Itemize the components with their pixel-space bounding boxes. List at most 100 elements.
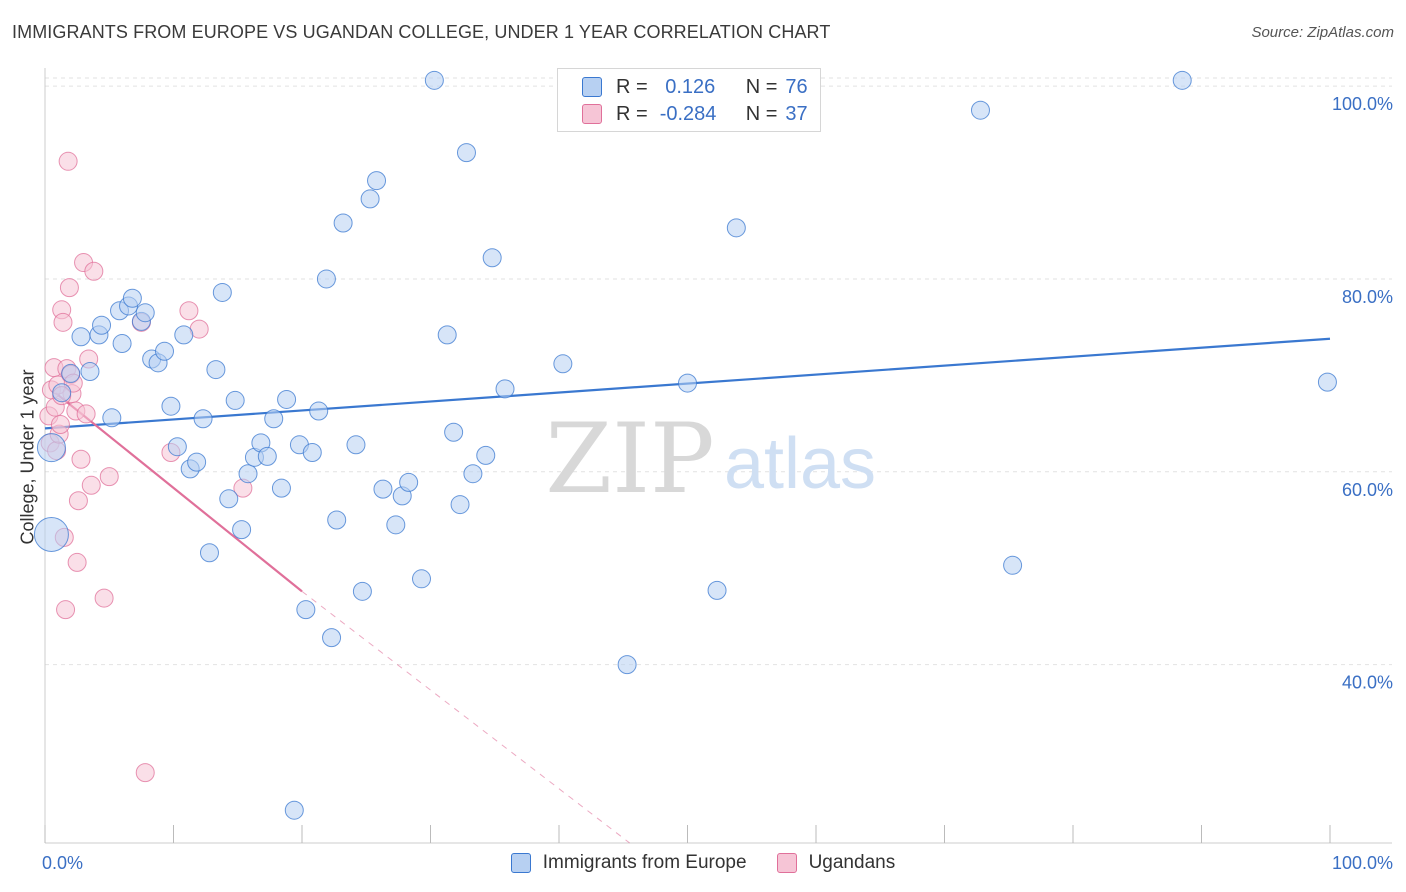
legend-n-value-europe: 76 <box>785 75 808 98</box>
stats-legend: R = 0.126 N = 76 R = -0.284 N = 37 <box>557 68 821 132</box>
point-europe <box>322 628 342 648</box>
point-ugandans <box>71 449 91 469</box>
point-europe <box>707 580 727 600</box>
point-ugandans <box>53 312 73 332</box>
point-ugandans <box>59 278 79 298</box>
point-europe <box>399 472 419 492</box>
point-europe <box>219 489 239 509</box>
point-europe <box>444 422 464 442</box>
point-europe <box>316 269 336 289</box>
point-europe <box>174 325 194 345</box>
point-europe <box>302 443 322 462</box>
point-europe <box>238 464 258 484</box>
point-europe <box>36 433 66 463</box>
watermark-zip: ZIP <box>545 403 714 515</box>
legend-swatch-europe <box>510 853 531 873</box>
point-europe <box>367 171 387 191</box>
point-ugandans <box>67 552 87 572</box>
point-europe <box>476 445 496 465</box>
point-europe <box>463 464 483 484</box>
point-europe <box>206 360 226 380</box>
point-europe <box>309 401 329 421</box>
point-europe <box>1317 372 1337 392</box>
point-ugandans <box>84 261 104 281</box>
y-tick-label: 100.0% <box>1332 94 1393 114</box>
legend-r-value-europe: 0.126 <box>659 75 716 98</box>
point-ugandans <box>179 301 199 321</box>
point-europe <box>296 600 316 620</box>
point-europe <box>212 282 232 302</box>
trend-line-ugandans <box>54 391 303 593</box>
legend-row-ugandans: R = -0.284 N = 37 <box>582 101 808 127</box>
point-europe <box>1003 555 1023 575</box>
point-ugandans <box>56 600 76 620</box>
point-europe <box>33 516 69 552</box>
y-tick-label: 40.0% <box>1342 673 1393 693</box>
point-europe <box>52 383 72 403</box>
y-tick-label: 80.0% <box>1342 287 1393 307</box>
legend-swatch-ugandans <box>582 104 602 124</box>
series-legend: Immigrants from Europe Ugandans <box>0 852 1406 874</box>
point-europe <box>726 218 746 238</box>
point-europe <box>346 435 366 455</box>
point-europe <box>112 334 132 354</box>
legend-swatch-europe <box>582 77 602 97</box>
point-europe <box>225 390 245 410</box>
point-europe <box>553 354 573 374</box>
point-europe <box>333 213 353 233</box>
legend-r-label: R = <box>616 102 648 125</box>
point-europe <box>1172 70 1192 90</box>
point-europe <box>495 379 515 399</box>
point-europe <box>327 510 347 530</box>
point-ugandans <box>76 404 96 424</box>
legend-swatch-ugandans <box>776 853 797 873</box>
legend-r-value-ugandans: -0.284 <box>659 102 717 125</box>
legend-n-label: N = <box>745 75 778 98</box>
point-europe <box>450 495 470 515</box>
point-ugandans <box>58 151 78 171</box>
trend-line-ugandans-extension <box>301 590 630 844</box>
point-europe <box>352 581 372 601</box>
point-ugandans <box>94 588 114 608</box>
point-europe <box>437 325 457 345</box>
legend-item-europe[interactable]: Immigrants from Europe <box>510 852 747 874</box>
chart-title: IMMIGRANTS FROM EUROPE VS UGANDAN COLLEG… <box>12 22 831 42</box>
point-europe <box>161 396 181 416</box>
point-ugandans <box>50 415 70 435</box>
y-tick-label: 60.0% <box>1342 480 1393 500</box>
point-europe <box>71 327 91 347</box>
point-europe <box>155 341 175 361</box>
legend-label-ugandans: Ugandans <box>808 852 896 873</box>
point-europe <box>271 478 291 498</box>
point-europe <box>360 189 380 209</box>
point-europe <box>232 520 252 540</box>
legend-n-label: N = <box>745 102 778 125</box>
x-tick-label: 0.0% <box>42 853 83 873</box>
point-europe <box>167 437 187 457</box>
x-tick-label: 100.0% <box>1332 853 1393 873</box>
point-europe <box>412 569 432 589</box>
point-europe <box>102 408 122 428</box>
legend-item-ugandans[interactable]: Ugandans <box>776 852 896 874</box>
legend-n-value-ugandans: 37 <box>785 102 808 125</box>
point-europe <box>135 303 155 323</box>
point-europe <box>424 70 444 90</box>
point-europe <box>373 479 393 499</box>
point-europe <box>386 515 406 535</box>
point-europe <box>277 389 297 409</box>
point-europe <box>199 543 219 563</box>
point-europe <box>122 288 142 308</box>
point-europe <box>970 100 990 120</box>
point-europe <box>193 409 213 429</box>
point-europe <box>284 800 304 820</box>
point-europe <box>617 655 637 675</box>
point-europe <box>482 248 502 268</box>
point-europe <box>80 362 100 382</box>
point-europe <box>257 446 277 466</box>
point-ugandans <box>68 491 88 511</box>
legend-label-europe: Immigrants from Europe <box>542 852 747 873</box>
legend-r-label: R = <box>616 75 648 98</box>
point-europe <box>678 373 697 393</box>
point-europe <box>456 143 476 163</box>
